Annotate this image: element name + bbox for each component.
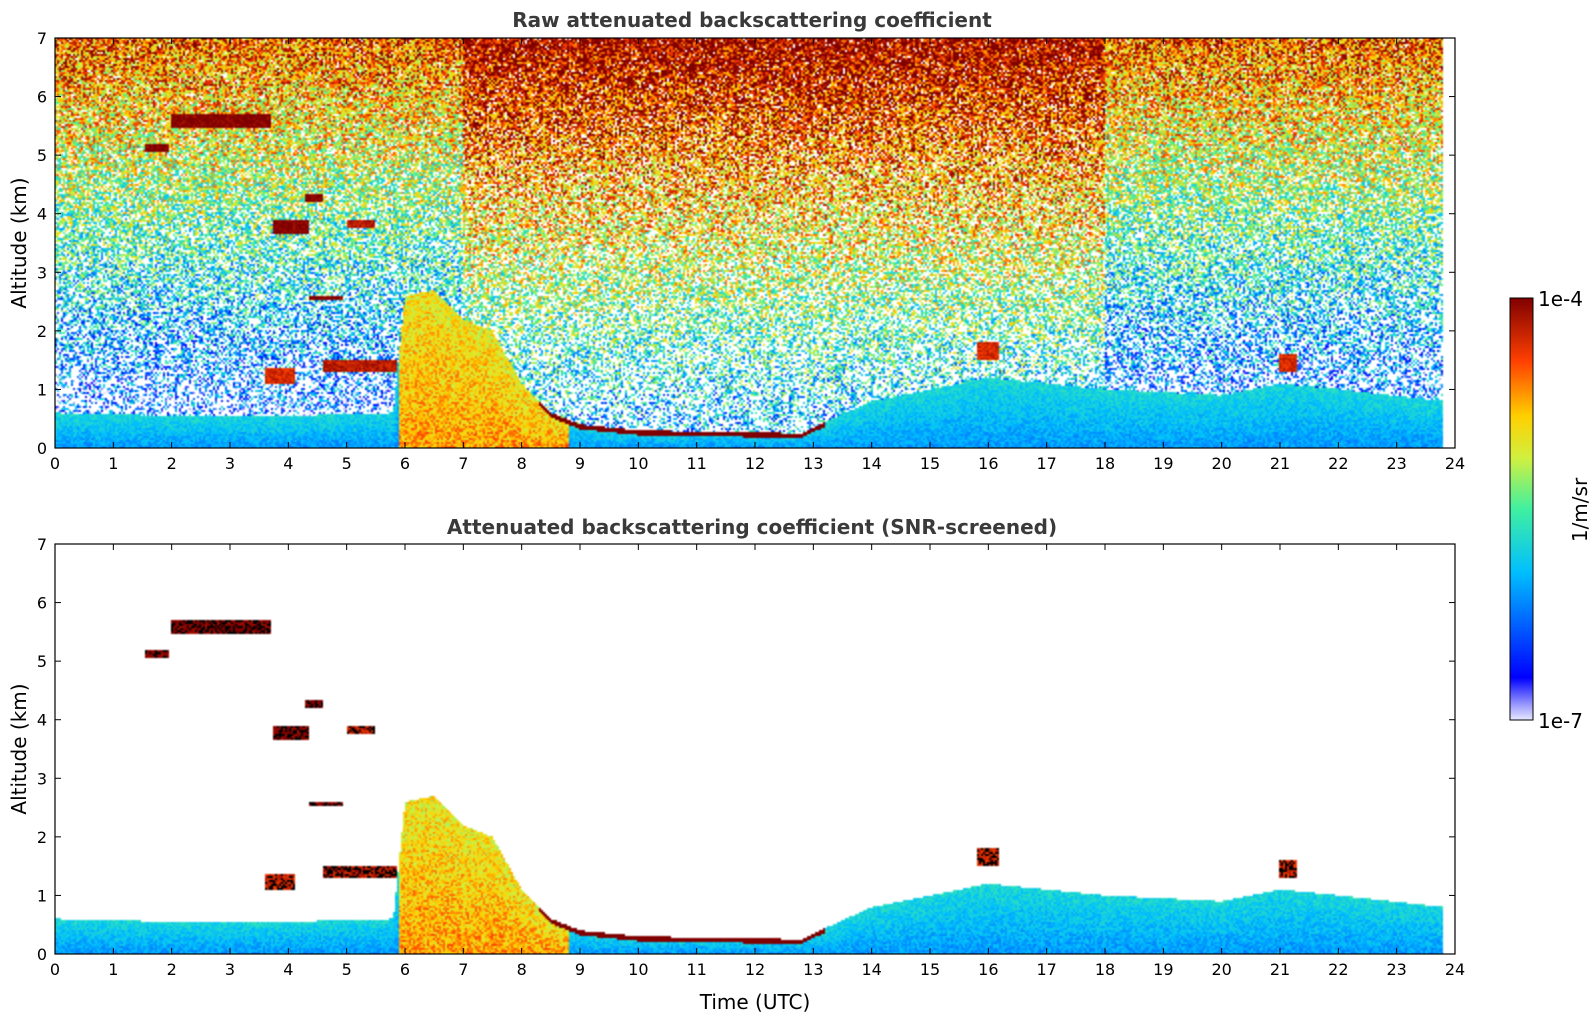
- x-tick-label: 8: [517, 960, 527, 979]
- x-tick-label: 22: [1328, 454, 1348, 473]
- y-tick-label: 2: [37, 828, 47, 847]
- panel-screened-xlabel: Time (UTC): [699, 990, 811, 1014]
- x-tick-label: 5: [342, 960, 352, 979]
- y-tick-label: 1: [37, 380, 47, 399]
- panel-raw-heatmap: [55, 38, 1455, 448]
- x-tick-label: 3: [225, 960, 235, 979]
- panel-raw: Raw attenuated backscattering coefficien…: [7, 8, 1465, 473]
- x-tick-label: 15: [920, 960, 940, 979]
- y-tick-label: 2: [37, 322, 47, 341]
- x-tick-label: 19: [1153, 960, 1173, 979]
- x-tick-label: 12: [745, 960, 765, 979]
- x-tick-label: 13: [803, 454, 823, 473]
- x-tick-label: 9: [575, 454, 585, 473]
- x-tick-label: 2: [167, 454, 177, 473]
- x-tick-label: 10: [628, 960, 648, 979]
- panel-screened-ticks: 0 1 2 3 4 5 6 7 8 9 10 11 12 13 14 15 16 17 18 19 20 21 22 23 24…: [37, 535, 1465, 979]
- x-tick-label: 18: [1095, 960, 1115, 979]
- x-tick-label: 11: [686, 454, 706, 473]
- y-tick-label: 3: [37, 263, 47, 282]
- x-tick-label: 20: [1211, 960, 1231, 979]
- x-tick-label: 17: [1036, 454, 1056, 473]
- x-tick-label: 21: [1270, 960, 1290, 979]
- x-tick-label: 1: [108, 454, 118, 473]
- x-tick-label: 18: [1095, 454, 1115, 473]
- x-tick-label: 9: [575, 960, 585, 979]
- x-tick-label: 12: [745, 454, 765, 473]
- panel-raw-ylabel: Altitude (km): [7, 177, 31, 308]
- x-tick-label: 23: [1386, 960, 1406, 979]
- x-tick-label: 10: [628, 454, 648, 473]
- x-tick-label: 4: [283, 960, 293, 979]
- y-tick-label: 6: [37, 88, 47, 107]
- x-tick-label: 14: [861, 960, 881, 979]
- x-tick-label: 13: [803, 960, 823, 979]
- colorbar-gradient: [1509, 297, 1534, 721]
- colorbar: 1e-4 1e-7 1/m/sr: [1509, 287, 1592, 733]
- x-tick-label: 6: [400, 960, 410, 979]
- x-tick-label: 2: [167, 960, 177, 979]
- x-tick-label: 22: [1328, 960, 1348, 979]
- panel-screened: Attenuated backscattering coefficient (S…: [7, 515, 1465, 1014]
- y-tick-label: 7: [37, 29, 47, 48]
- x-tick-label: 8: [517, 454, 527, 473]
- panel-screened-ylabel: Altitude (km): [7, 683, 31, 814]
- x-tick-label: 11: [686, 960, 706, 979]
- colorbar-min-label: 1e-7: [1538, 709, 1583, 733]
- y-tick-label: 1: [37, 886, 47, 905]
- x-tick-label: 0: [50, 960, 60, 979]
- x-tick-label: 21: [1270, 454, 1290, 473]
- x-tick-label: 4: [283, 454, 293, 473]
- y-tick-label: 4: [37, 205, 47, 224]
- y-tick-label: 5: [37, 652, 47, 671]
- y-tick-label: 0: [37, 439, 47, 458]
- panel-raw-ticks: 0 1 2 3 4 5 6 7 8 9 10 11 12 13 14 15 16 17 18 19 20 21 22 23 24…: [37, 29, 1465, 473]
- y-tick-label: 5: [37, 146, 47, 165]
- x-tick-label: 16: [978, 960, 998, 979]
- y-tick-label: 0: [37, 945, 47, 964]
- x-tick-label: 19: [1153, 454, 1173, 473]
- colorbar-unit-label: 1/m/sr: [1568, 477, 1592, 542]
- panel-raw-title: Raw attenuated backscattering coefficien…: [512, 8, 992, 32]
- panel-screened-heatmap: [55, 544, 1455, 954]
- x-tick-label: 7: [458, 960, 468, 979]
- colorbar-max-label: 1e-4: [1538, 287, 1583, 311]
- y-tick-label: 4: [37, 711, 47, 730]
- x-tick-label: 5: [342, 454, 352, 473]
- y-tick-label: 3: [37, 769, 47, 788]
- x-tick-label: 1: [108, 960, 118, 979]
- x-tick-label: 15: [920, 454, 940, 473]
- panel-screened-title: Attenuated backscattering coefficient (S…: [447, 515, 1057, 539]
- x-tick-label: 16: [978, 454, 998, 473]
- x-tick-label: 24: [1445, 454, 1465, 473]
- x-tick-label: 6: [400, 454, 410, 473]
- x-tick-label: 7: [458, 454, 468, 473]
- x-tick-label: 24: [1445, 960, 1465, 979]
- x-tick-label: 23: [1386, 454, 1406, 473]
- x-tick-label: 0: [50, 454, 60, 473]
- x-tick-label: 17: [1036, 960, 1056, 979]
- x-tick-label: 20: [1211, 454, 1231, 473]
- x-tick-label: 3: [225, 454, 235, 473]
- y-tick-label: 6: [37, 594, 47, 613]
- y-tick-label: 7: [37, 535, 47, 554]
- x-tick-label: 14: [861, 454, 881, 473]
